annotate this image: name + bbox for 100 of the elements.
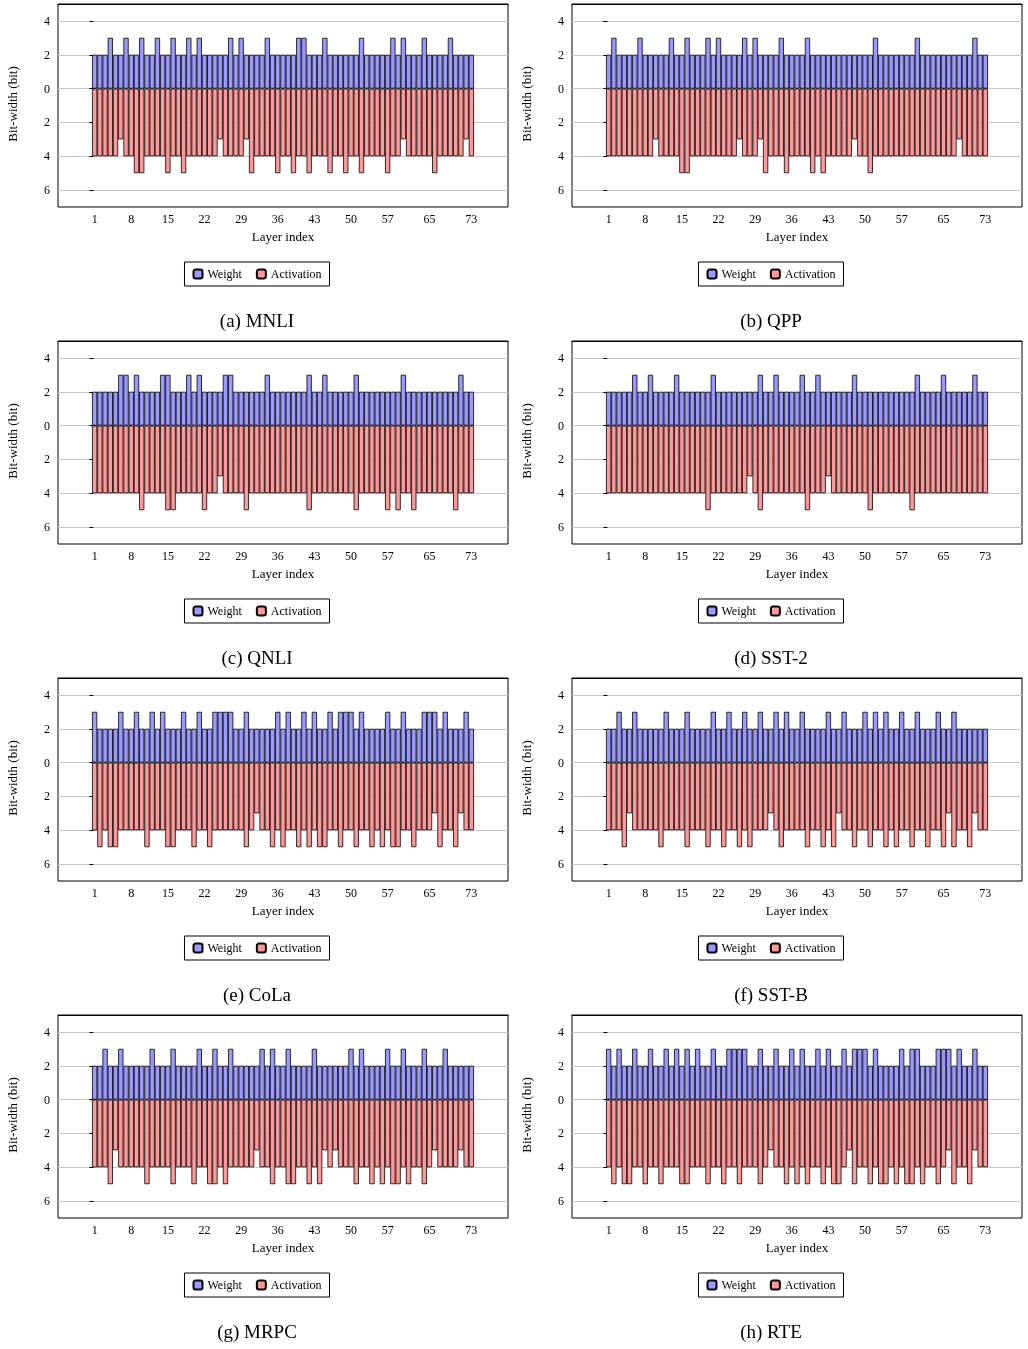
x-tick-label: 22 (198, 886, 211, 900)
y-tick-label: 4 (44, 486, 50, 501)
legend-label: Weight (721, 267, 757, 281)
y-tick-label: 6 (558, 1194, 564, 1209)
x-tick-label: 36 (271, 212, 284, 226)
x-axis-title: Layer index (765, 902, 829, 918)
y-axis-title: Bit-width (bit) (4, 66, 20, 142)
legend-label: Activation (270, 267, 322, 281)
x-tick-label: 43 (822, 549, 835, 563)
x-tick-label: 43 (308, 212, 321, 226)
x-tick-label: 65 (937, 1223, 950, 1237)
x-tick-label: 15 (675, 886, 688, 900)
x-tick-label: 73 (979, 1223, 992, 1237)
y-tick-label: 2 (44, 1126, 50, 1141)
x-axis-title: Layer index (765, 1239, 829, 1255)
x-tick-label: 57 (895, 549, 908, 563)
y-tick-label: 6 (44, 857, 50, 872)
x-tick-label: 73 (979, 212, 992, 226)
y-tick-label: 6 (44, 183, 50, 198)
y-axis-title: Bit-width (bit) (518, 740, 534, 816)
x-tick-label: 73 (465, 549, 478, 563)
x-tick-label: 8 (128, 886, 135, 900)
legend-label: Weight (207, 604, 243, 618)
x-axis-title: Layer index (251, 228, 315, 244)
x-tick-label: 57 (895, 886, 908, 900)
x-tick-label: 65 (423, 1223, 436, 1237)
y-tick-label: 2 (44, 384, 50, 399)
legend-label: Weight (207, 1278, 243, 1292)
legend-label: Activation (784, 1278, 836, 1292)
y-tick-label: 2 (558, 47, 564, 62)
y-tick-label: 4 (44, 1024, 50, 1039)
x-tick-label: 36 (271, 549, 284, 563)
x-tick-label: 22 (198, 549, 211, 563)
y-tick-label: 0 (558, 418, 564, 433)
x-tick-label: 15 (675, 1223, 688, 1237)
y-tick-label: 2 (558, 721, 564, 736)
x-tick-label: 50 (345, 212, 358, 226)
x-tick-label: 57 (895, 212, 908, 226)
y-tick-label: 2 (558, 384, 564, 399)
x-tick-label: 65 (937, 886, 950, 900)
text: (f) SST-B (734, 984, 808, 1006)
x-tick-label: 50 (345, 886, 358, 900)
y-axis-title: Bit-width (bit) (518, 403, 534, 479)
legend-label: Weight (721, 604, 757, 618)
x-tick-label: 73 (979, 549, 992, 563)
legend-label: Activation (784, 604, 836, 618)
y-tick-label: 4 (558, 149, 564, 164)
x-tick-label: 73 (465, 1223, 478, 1237)
legend-label: Activation (784, 941, 836, 955)
text: (a) MNLI (219, 310, 295, 332)
y-tick-label: 6 (44, 1194, 50, 1209)
y-tick-label: 2 (44, 452, 50, 467)
y-tick-label: 6 (44, 520, 50, 535)
y-tick-label: 2 (558, 1058, 564, 1073)
text: (b) QPP (740, 310, 802, 332)
x-tick-label: 43 (822, 1223, 835, 1237)
legend-label: Weight (721, 1278, 757, 1292)
x-tick-label: 50 (859, 886, 872, 900)
x-tick-label: 22 (712, 549, 725, 563)
x-tick-label: 29 (749, 212, 762, 226)
x-tick-label: 65 (937, 212, 950, 226)
x-tick-label: 36 (785, 886, 798, 900)
x-tick-label: 1 (605, 549, 612, 563)
x-tick-label: 57 (381, 886, 394, 900)
x-axis-title: Layer index (251, 565, 315, 581)
x-tick-label: 1 (91, 1223, 98, 1237)
x-axis-title: Layer index (251, 1239, 315, 1255)
legend-label: Activation (784, 267, 836, 281)
x-tick-label: 15 (675, 549, 688, 563)
y-tick-label: 4 (558, 350, 564, 365)
x-tick-label: 8 (642, 212, 649, 226)
x-tick-label: 43 (308, 549, 321, 563)
y-tick-label: 6 (558, 857, 564, 872)
x-tick-label: 65 (423, 886, 436, 900)
text: (c) QNLI (221, 647, 293, 669)
x-tick-label: 8 (128, 549, 135, 563)
x-tick-label: 1 (605, 1223, 612, 1237)
x-tick-label: 43 (822, 886, 835, 900)
x-tick-label: 15 (675, 212, 688, 226)
y-tick-label: 0 (558, 755, 564, 770)
text: (e) CoLa (222, 984, 292, 1006)
y-tick-label: 2 (44, 721, 50, 736)
x-axis-title: Layer index (765, 565, 829, 581)
y-tick-label: 4 (44, 823, 50, 838)
x-tick-label: 65 (423, 549, 436, 563)
y-tick-label: 6 (558, 520, 564, 535)
x-tick-label: 1 (605, 212, 612, 226)
x-tick-label: 43 (308, 886, 321, 900)
y-tick-label: 4 (558, 1160, 564, 1175)
x-tick-label: 57 (381, 1223, 394, 1237)
y-tick-label: 4 (558, 13, 564, 28)
y-tick-label: 2 (558, 789, 564, 804)
x-tick-label: 50 (859, 212, 872, 226)
x-tick-label: 73 (465, 212, 478, 226)
x-tick-label: 22 (712, 886, 725, 900)
x-tick-label: 8 (128, 1223, 135, 1237)
y-tick-label: 4 (558, 687, 564, 702)
x-tick-label: 22 (198, 1223, 211, 1237)
y-tick-label: 4 (44, 687, 50, 702)
y-tick-label: 2 (558, 115, 564, 130)
